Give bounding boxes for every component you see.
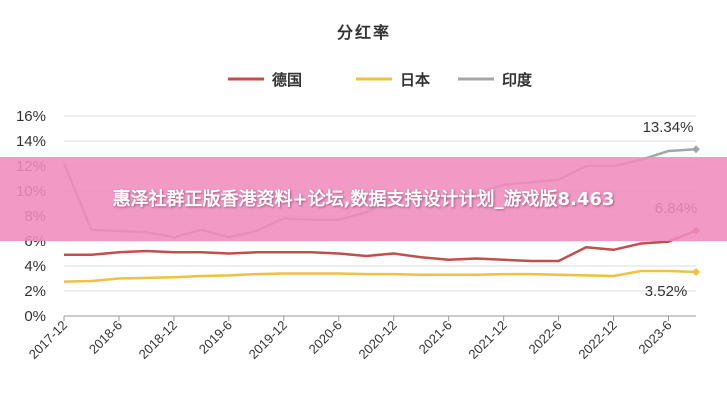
x-axis: 2017-12 2018-6 2018-12 2019-6 2019-12 2020-6 2… (26, 315, 696, 362)
x-tick-label: 2021-6 (416, 318, 455, 357)
x-tick-label: 2019-12 (246, 318, 290, 362)
x-tick-label: 2023-6 (635, 318, 674, 357)
value-annotation-2: 3.52% (645, 283, 688, 300)
legend-label-2: 印度 (502, 71, 533, 89)
x-tick-label: 2018-12 (136, 318, 180, 362)
overlay-banner-text: 惠泽社群正版香港资料+论坛,数据支持设计计划_游戏版8.463 (112, 188, 615, 210)
series-line-0 (64, 229, 697, 263)
series-endpoint-2 (692, 145, 700, 154)
legend-label-0: 德国 (272, 71, 302, 89)
y-tick-label: 16% (16, 108, 46, 125)
y-tick-label: 14% (16, 133, 46, 150)
overlay-banner: 惠泽社群正版香港资料+论坛,数据支持设计计划_游戏版8.463 (0, 157, 727, 241)
chart-title: 分红率 (337, 23, 391, 42)
x-tick-label: 2020-6 (306, 318, 345, 357)
x-tick-label: 2022-12 (575, 318, 619, 362)
y-tick-label: 4% (24, 258, 46, 275)
series-line-1 (63, 269, 697, 283)
chart-legend: 德国 日本 印度 (228, 71, 533, 89)
y-tick-label: 2% (24, 283, 46, 300)
x-tick-label: 2020-12 (356, 318, 400, 362)
series-endpoint-1 (692, 268, 700, 276)
x-tick-label: 2021-12 (465, 318, 509, 362)
y-tick-label: 0% (24, 308, 46, 325)
x-tick-label: 2022-6 (525, 318, 564, 357)
x-tick-label: 2019-6 (196, 318, 235, 357)
x-tick-label: 2018-6 (86, 318, 125, 357)
value-annotation-0: 13.34% (643, 119, 694, 136)
legend-label-1: 日本 (400, 71, 430, 89)
